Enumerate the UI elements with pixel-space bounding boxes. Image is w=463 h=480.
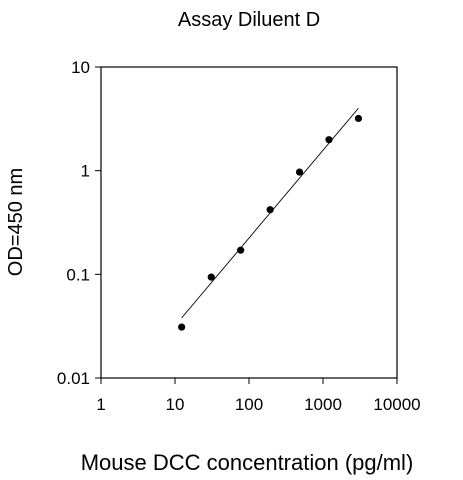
y-tick-label: 10: [71, 58, 90, 77]
x-tick-label: 1000: [304, 395, 342, 414]
x-tick-label: 1: [96, 395, 105, 414]
data-point: [266, 206, 274, 214]
data-point: [325, 136, 333, 144]
y-axis-ticks: 10 1 0.1 0.01: [57, 58, 101, 388]
x-tick-label: 100: [235, 395, 263, 414]
y-tick-label: 1: [81, 162, 90, 181]
y-tick-label: 0.01: [57, 369, 90, 388]
y-tick-label: 0.1: [66, 265, 90, 284]
chart-title: Assay Diluent D: [178, 9, 320, 31]
data-point: [237, 246, 245, 254]
data-point: [354, 114, 363, 123]
data-point: [207, 273, 215, 281]
x-tick-label: 10: [166, 395, 185, 414]
data-point: [295, 168, 304, 176]
data-point: [178, 323, 186, 331]
plot-area: [100, 66, 398, 379]
x-axis-label: Mouse DCC concentration (pg/ml): [81, 450, 414, 475]
x-axis-ticks: 1 10 100 1000 10000: [96, 378, 421, 414]
x-tick-label: 10000: [373, 395, 420, 414]
data-points: [178, 114, 363, 331]
y-axis-label: OD=450 nm: [5, 168, 27, 276]
